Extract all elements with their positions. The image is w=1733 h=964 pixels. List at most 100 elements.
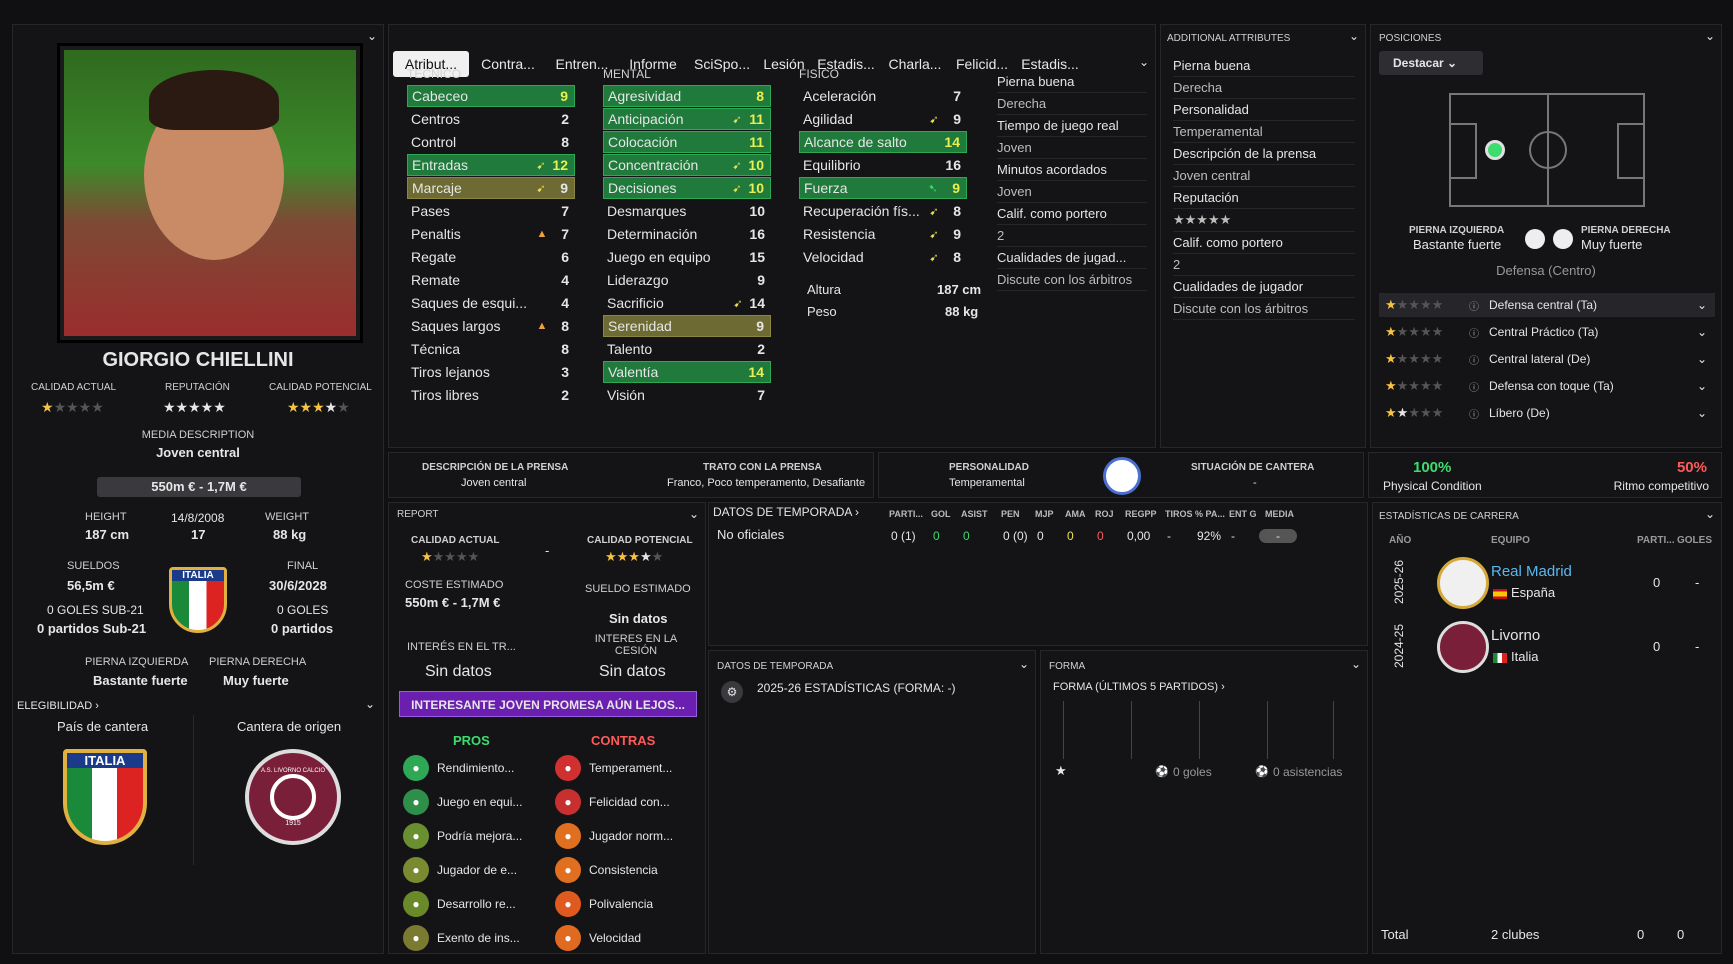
season-col[interactable]: MEDIA bbox=[1265, 509, 1294, 519]
youth-flag-text: ITALIA bbox=[67, 753, 143, 768]
season-col[interactable]: ENT G bbox=[1229, 509, 1257, 519]
chevron-down-icon[interactable]: ⌄ bbox=[1697, 325, 1708, 339]
tecnico-row[interactable]: Saques de esqui... 4 bbox=[407, 292, 575, 314]
positions-toggle-icon[interactable]: ⌄ bbox=[1704, 29, 1715, 43]
tab-0[interactable]: Atribut... bbox=[393, 51, 469, 77]
tecnico-row[interactable]: Remate 4 bbox=[407, 269, 575, 291]
info-icon[interactable]: ⓘ bbox=[1469, 409, 1479, 421]
tecnico-row[interactable]: Centros 2 bbox=[407, 108, 575, 130]
eligibility-link[interactable]: ELEGIBILIDAD › bbox=[17, 700, 99, 712]
form-toggle-icon[interactable]: ⌄ bbox=[1350, 657, 1361, 671]
mental-row[interactable]: Talento 2 bbox=[603, 338, 771, 360]
role-row[interactable]: ★★★★★ ⓘ Central lateral (De) ⌄ bbox=[1379, 347, 1715, 371]
season2-toggle-icon[interactable]: ⌄ bbox=[1018, 657, 1029, 671]
chevron-down-icon[interactable]: ⌄ bbox=[1697, 379, 1708, 393]
tab-1[interactable]: Contra... bbox=[481, 56, 535, 72]
tecnico-row[interactable]: Regate 6 bbox=[407, 246, 575, 268]
mental-row[interactable]: Desmarques 10 bbox=[603, 200, 771, 222]
tab-6[interactable]: Estadis... bbox=[817, 56, 875, 72]
tecnico-row[interactable]: Marcaje ➹ 9 bbox=[407, 177, 575, 199]
mental-row[interactable]: Colocación 11 bbox=[603, 131, 771, 153]
attr-name: Cabeceo bbox=[412, 88, 469, 104]
fisico-row[interactable]: Fuerza ➷ 9 bbox=[799, 177, 967, 199]
tecnico-row[interactable]: Entradas ➹ 12 bbox=[407, 154, 575, 176]
report-banner[interactable]: INTERESANTE JOVEN PROMESA AÚN LEJOS... bbox=[399, 691, 697, 717]
tecnico-row[interactable]: Pases 7 bbox=[407, 200, 575, 222]
mental-row[interactable]: Agresividad 8 bbox=[603, 85, 771, 107]
wages-label: SUELDOS bbox=[67, 560, 120, 572]
chevron-down-icon[interactable]: ⌄ bbox=[1697, 406, 1708, 420]
fisico-row[interactable]: Agilidad ➹ 9 bbox=[799, 108, 967, 130]
role-row[interactable]: ★★★★★ ⓘ Central Práctico (Ta) ⌄ bbox=[1379, 320, 1715, 344]
eligibility-toggle-icon[interactable]: ⌄ bbox=[364, 697, 375, 711]
mental-row[interactable]: Visión 7 bbox=[603, 384, 771, 406]
career-club[interactable]: Livorno bbox=[1491, 627, 1541, 644]
fisico-title: FISICO bbox=[799, 67, 840, 81]
fisico-row[interactable]: Equilibrio 16 bbox=[799, 154, 967, 176]
tab-5[interactable]: Lesión bbox=[763, 56, 805, 72]
chevron-down-icon[interactable]: ⌄ bbox=[1697, 298, 1708, 312]
season-col[interactable]: AMA bbox=[1065, 509, 1086, 519]
season-title-link[interactable]: DATOS DE TEMPORADA › bbox=[713, 505, 860, 519]
tab-2[interactable]: Entren... bbox=[555, 56, 609, 72]
season-col[interactable]: REGPP bbox=[1125, 509, 1157, 519]
season-col[interactable]: MJP bbox=[1035, 509, 1054, 519]
info-icon[interactable]: ⓘ bbox=[1469, 355, 1479, 367]
chevron-down-icon[interactable]: ⌄ bbox=[1697, 352, 1708, 366]
form-sub-link[interactable]: FORMA (ÚLTIMOS 5 PARTIDOS) › bbox=[1053, 681, 1225, 693]
role-row[interactable]: ★★★★★ ⓘ Defensa con toque (Ta) ⌄ bbox=[1379, 374, 1715, 398]
mental-row[interactable]: Liderazgo 9 bbox=[603, 269, 771, 291]
attr-name: Valentía bbox=[608, 364, 659, 380]
season-col[interactable]: PARTI... bbox=[889, 509, 923, 519]
tecnico-row[interactable]: Control 8 bbox=[407, 131, 575, 153]
tab-7[interactable]: Charla... bbox=[888, 56, 942, 72]
report-toggle-icon[interactable]: ⌄ bbox=[688, 507, 699, 521]
tab-3[interactable]: Informe bbox=[629, 56, 677, 72]
season-col[interactable]: TIROS bbox=[1165, 509, 1193, 519]
tecnico-row[interactable]: Tiros lejanos 3 bbox=[407, 361, 575, 383]
tecnico-row[interactable]: Cabeceo 9 bbox=[407, 85, 575, 107]
season-col[interactable]: ASIST bbox=[961, 509, 988, 519]
tab-8[interactable]: Felicid... bbox=[955, 56, 1009, 72]
left-foot: Bastante fuerte bbox=[93, 673, 188, 688]
mental-row[interactable]: Sacrificio ➹ 14 bbox=[603, 292, 771, 314]
collapse-icon[interactable]: ⌄ bbox=[366, 29, 377, 43]
mental-row[interactable]: Juego en equipo 15 bbox=[603, 246, 771, 268]
mental-row[interactable]: Serenidad 9 bbox=[603, 315, 771, 337]
mental-row[interactable]: Determinación 16 bbox=[603, 223, 771, 245]
attr-name: Alcance de salto bbox=[804, 134, 907, 150]
season-col[interactable]: PEN bbox=[1001, 509, 1020, 519]
side-info-toggle[interactable]: ⌄ bbox=[1138, 55, 1149, 69]
fisico-row[interactable]: Resistencia ➹ 9 bbox=[799, 223, 967, 245]
attr-value: 10 bbox=[748, 157, 764, 173]
tecnico-row[interactable]: Penaltis ▲ 7 bbox=[407, 223, 575, 245]
tecnico-row[interactable]: Tiros libres 2 bbox=[407, 384, 575, 406]
fisico-row[interactable]: Alcance de salto 14 bbox=[799, 131, 967, 153]
highlight-dropdown[interactable]: Destacar ⌄ bbox=[1379, 51, 1483, 75]
career-toggle-icon[interactable]: ⌄ bbox=[1704, 507, 1715, 521]
mental-row[interactable]: Concentración ➹ 10 bbox=[603, 154, 771, 176]
attributes-panel: Atribut... Contra... Entren... Informe SciSp… bbox=[388, 24, 1156, 448]
info-icon[interactable]: ⓘ bbox=[1469, 382, 1479, 394]
side-info-item: Tiempo de juego real bbox=[997, 115, 1147, 137]
role-name: Líbero (De) bbox=[1489, 406, 1550, 420]
tecnico-row[interactable]: Saques largos ▲ 8 bbox=[407, 315, 575, 337]
role-row[interactable]: ★★★★★ ⓘ Líbero (De) ⌄ bbox=[1379, 401, 1715, 425]
tab-9[interactable]: Estadis... bbox=[1021, 56, 1079, 72]
info-icon[interactable]: ⓘ bbox=[1469, 328, 1479, 340]
fisico-row[interactable]: Velocidad ➹ 8 bbox=[799, 246, 967, 268]
fisico-row[interactable]: Recuperación fís... ➹ 8 bbox=[799, 200, 967, 222]
tab-4[interactable]: SciSpo... bbox=[693, 56, 751, 72]
role-row[interactable]: ★★★★★ ⓘ Defensa central (Ta) ⌄ bbox=[1379, 293, 1715, 317]
mental-row[interactable]: Anticipación ➹ 11 bbox=[603, 108, 771, 130]
season-col[interactable]: % PA... bbox=[1195, 509, 1225, 519]
fisico-row[interactable]: Aceleración 7 bbox=[799, 85, 967, 107]
info-icon[interactable]: ⓘ bbox=[1469, 301, 1479, 313]
mental-row[interactable]: Decisiones ➹ 10 bbox=[603, 177, 771, 199]
mental-row[interactable]: Valentía 14 bbox=[603, 361, 771, 383]
additional-toggle-icon[interactable]: ⌄ bbox=[1348, 29, 1359, 43]
season-col[interactable]: GOL bbox=[931, 509, 951, 519]
season-col[interactable]: ROJ bbox=[1095, 509, 1114, 519]
career-club[interactable]: Real Madrid bbox=[1491, 563, 1572, 580]
tecnico-row[interactable]: Técnica 8 bbox=[407, 338, 575, 360]
